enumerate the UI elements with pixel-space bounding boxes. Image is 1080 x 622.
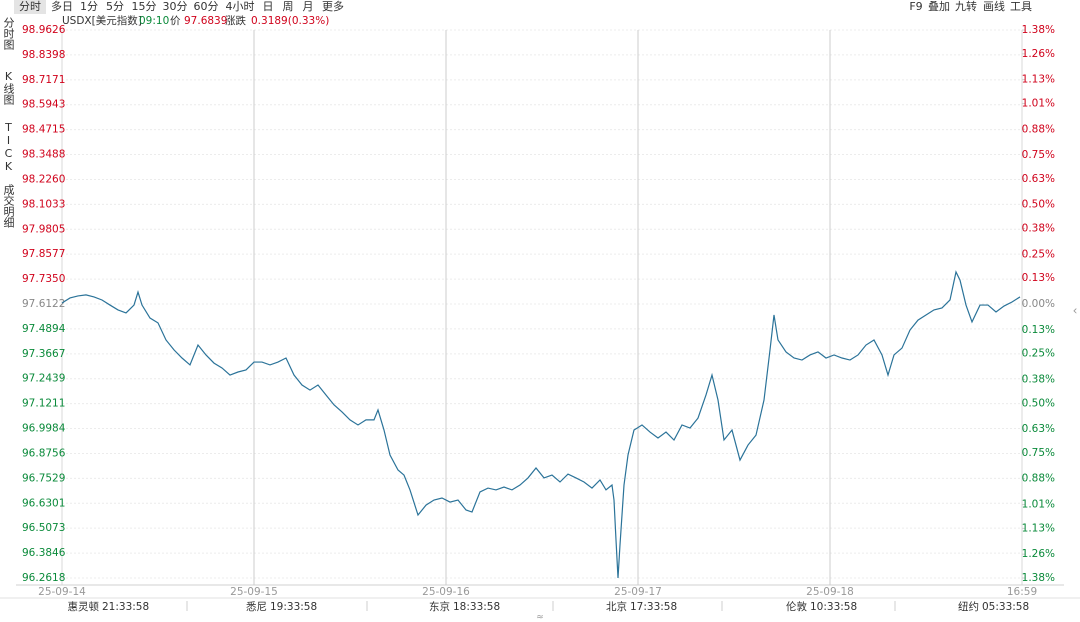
expand-arrow[interactable]: ≈ [536,613,544,622]
y-tick-label: 96.7529 [22,472,65,484]
tool-button[interactable]: 画线 [983,0,1005,13]
side-tab[interactable]: 成交明细 [2,184,15,228]
y-tick-label: 98.9626 [22,24,66,36]
clock-city: 东京 [429,600,450,613]
y2-tick-label: 0.25% [1022,248,1055,260]
y2-tick-label: 1.01% [1022,499,1055,511]
quote-change-label: 涨跌 [225,14,246,27]
tool-button[interactable]: 九转 [955,0,977,13]
y2-tick-label: 1.01% [1022,97,1055,109]
x-tick-label: 25-09-18 [806,586,854,598]
clock-time: 05:33:58 [982,601,1029,613]
period-button[interactable]: 30分 [163,0,188,13]
period-button[interactable]: 60分 [194,0,219,13]
y2-tick-label: 0.63% [1022,173,1055,185]
side-tab[interactable]: K线图 [2,70,15,105]
price-line [61,270,1021,578]
y2-tick-label: 1.13% [1022,74,1055,86]
collapse-arrow[interactable]: ‹ [1073,304,1078,318]
y-tick-label: 96.8756 [22,447,66,459]
x-tick-label: 16:59 [1007,586,1037,598]
y-tick-label: 98.4715 [22,124,65,136]
period-button[interactable]: 1分 [80,0,98,13]
clock-time: 17:33:58 [630,601,677,613]
y-tick-label: 98.3488 [22,149,65,161]
quote-time: 09:10 [139,15,169,27]
tool-button[interactable]: F9 [909,0,922,13]
y-tick-label: 96.5073 [22,522,65,534]
period-button[interactable]: 4小时 [226,0,255,13]
y-tick-label: 97.8577 [22,248,65,260]
y-tick-label: 98.1033 [22,198,65,210]
side-tab[interactable]: TICK [2,121,15,173]
y-tick-label: 98.5943 [22,99,65,111]
y-tick-label: 97.3667 [22,348,65,360]
y2-tick-label: 1.38% [1022,24,1055,36]
clock-separators [186,601,896,611]
clock-city: 伦敦 [786,600,807,613]
y-tick-label: 98.8398 [22,49,65,61]
y2-tick-label: 0.38% [1022,373,1055,385]
period-button[interactable]: 周 [283,0,294,13]
period-button[interactable]: 月 [303,0,314,13]
quote-change: 0.3189(0.33%) [251,15,329,27]
y2-tick-label: 1.13% [1022,522,1055,534]
y2-tick-label: 1.38% [1022,572,1055,584]
y-tick-label: 96.3846 [22,547,66,559]
active-tab-bg [14,0,46,14]
period-button[interactable]: 日 [263,0,274,13]
y2-tick-label: 0.75% [1022,149,1055,161]
y2-tick-label: 0.25% [1022,348,1055,360]
quote-symbol: USDX[美元指数] [62,14,142,27]
y-tick-label: 97.9805 [22,223,65,235]
clock-time: 21:33:58 [102,601,149,613]
period-button[interactable]: 多日 [51,0,73,13]
y-tick-label: 97.4894 [22,323,66,335]
clock-city: 北京 [606,600,627,613]
y2-tick-label: 1.26% [1022,548,1055,560]
y2-tick-label: 0.88% [1022,473,1055,485]
quote-price: 97.6839 [184,15,227,27]
clock-city: 惠灵顿 [68,600,100,613]
y2-tick-label: 0.63% [1022,423,1055,435]
period-button[interactable]: 更多 [322,0,344,13]
y2-tick-label: 0.13% [1022,324,1055,336]
y2-tick-label: 0.50% [1022,199,1055,211]
quote-price-label: 价 [170,15,181,27]
x-tick-label: 25-09-16 [422,586,470,598]
period-button[interactable]: 15分 [132,0,157,13]
y-tick-label: 96.6301 [22,497,65,509]
y2-tick-label: 0.50% [1022,397,1055,409]
y-tick-label: 98.2260 [22,173,65,185]
y-tick-label: 97.1211 [22,398,65,410]
x-tick-label: 25-09-17 [614,586,662,598]
x-tick-label: 25-09-14 [38,586,86,598]
clock-city: 悉尼 [246,601,267,613]
side-tab[interactable]: 分时图 [2,17,15,50]
y2-tick-label: 0.75% [1022,447,1055,459]
clock-time: 18:33:58 [453,601,500,613]
tool-button[interactable]: 叠加 [928,0,950,13]
clock-time: 10:33:58 [810,601,857,613]
y2-tick-label: 0.88% [1022,123,1055,135]
y2-tick-label: 0.13% [1022,272,1055,284]
x-tick-label: 25-09-15 [230,586,278,598]
y2-tick-label: 0.00% [1022,298,1055,310]
period-button[interactable]: 5分 [106,0,124,13]
y-tick-label: 96.9984 [22,423,66,435]
y2-tick-label: 1.26% [1022,48,1055,60]
clock-time: 19:33:58 [270,601,317,613]
y-tick-label: 97.2439 [22,373,65,385]
y-tick-label: 96.2618 [22,572,65,584]
y-tick-label: 98.7171 [22,74,65,86]
clock-city: 纽约 [958,600,979,613]
period-button[interactable]: 分时 [19,0,41,13]
y-tick-label: 97.6122 [22,298,65,310]
y2-tick-label: 0.38% [1022,223,1055,235]
y-tick-label: 97.7350 [22,273,65,285]
tool-button[interactable]: 工具 [1010,0,1032,13]
